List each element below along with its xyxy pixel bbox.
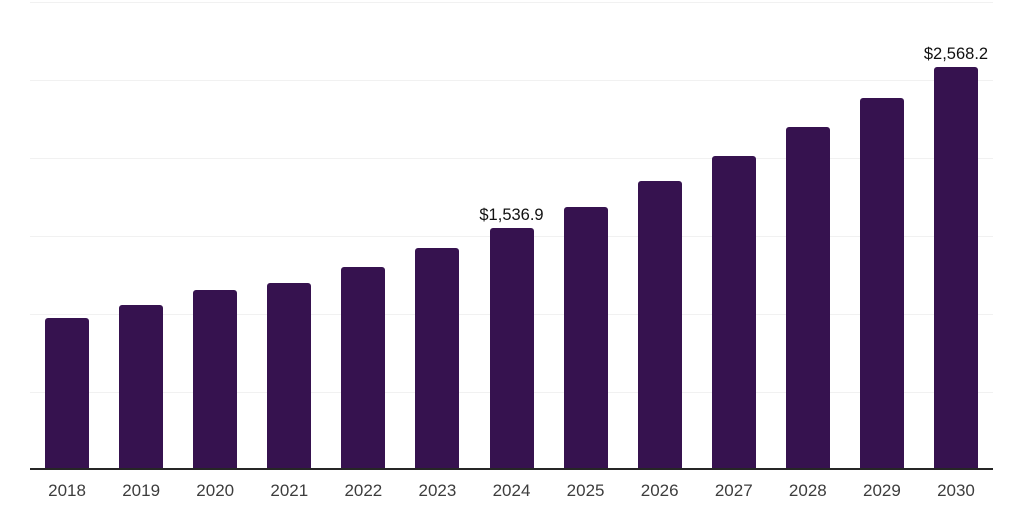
bar-cell — [30, 2, 104, 468]
bar-cell: $1,536.9 — [474, 2, 548, 468]
bar-value-label: $2,568.2 — [923, 44, 989, 63]
bar — [637, 181, 682, 468]
x-tick-label: 2026 — [640, 481, 679, 500]
bar-cell — [178, 2, 252, 468]
bar — [933, 67, 978, 468]
bar-cell — [623, 2, 697, 468]
x-tick-label: 2019 — [122, 481, 161, 500]
x-tick-label: 2024 — [492, 481, 531, 500]
bar-cell — [326, 2, 400, 468]
bar — [415, 248, 460, 468]
bar — [785, 126, 830, 468]
bar-cell: $2,568.2 — [919, 2, 993, 468]
bar-cell — [771, 2, 845, 468]
x-tick-label: 2025 — [566, 481, 605, 500]
gridline — [30, 2, 993, 3]
bar-value-label: $1,536.9 — [479, 205, 544, 224]
bars-container: $1,536.9 $2,568.2 — [30, 2, 993, 468]
gridline — [30, 80, 993, 81]
bar-cell — [104, 2, 178, 468]
x-tick-label: 2028 — [788, 481, 827, 500]
x-tick-label: 2020 — [196, 481, 235, 500]
bar — [563, 206, 608, 468]
x-tick-label: 2022 — [344, 481, 383, 500]
x-tick-label: 2021 — [270, 481, 309, 500]
gridline — [30, 158, 993, 159]
bar — [193, 290, 238, 468]
bar-cell — [845, 2, 919, 468]
x-tick-label: 2029 — [862, 481, 901, 500]
x-tick-label: 2023 — [418, 481, 457, 500]
bar-cell — [697, 2, 771, 468]
bar-cell — [400, 2, 474, 468]
x-tick-label: 2030 — [937, 481, 975, 500]
bar-cell — [252, 2, 326, 468]
x-tick-label: 2018 — [48, 481, 86, 500]
bar — [859, 97, 904, 468]
x-tick-label: 2027 — [714, 481, 753, 500]
bar — [489, 228, 534, 468]
bar — [341, 266, 386, 468]
plot-area: $1,536.9 $2,568.2 — [30, 2, 993, 470]
x-axis-tick-labels: 2018 2019 2020 2021 2022 2023 2024 2025 2026 2027… — [30, 479, 993, 503]
bar — [119, 304, 164, 468]
bar — [45, 317, 90, 468]
bar — [711, 155, 756, 468]
bar — [267, 282, 312, 468]
bar-cell — [549, 2, 623, 468]
